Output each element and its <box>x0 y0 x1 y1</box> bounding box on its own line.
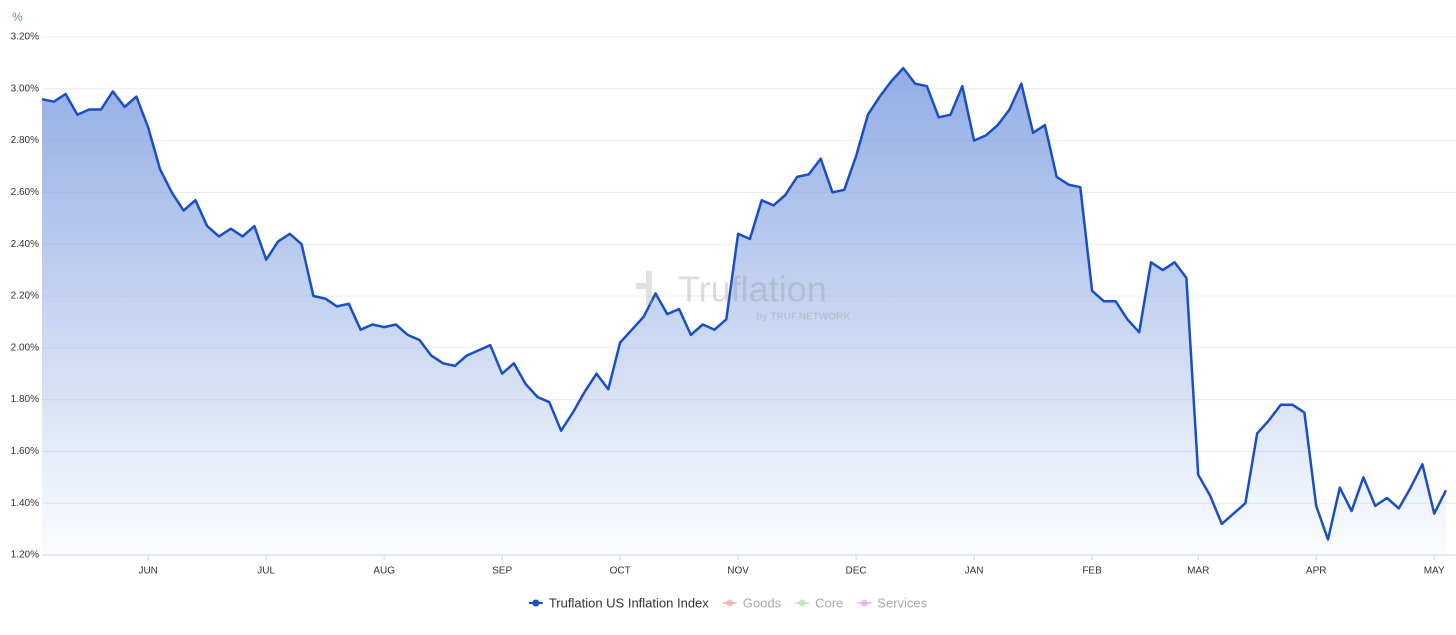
legend: Truflation US Inflation Index Goods Core Se… <box>528 595 928 610</box>
watermark-name: Truflation <box>678 269 827 310</box>
legend-label: Goods <box>743 595 782 610</box>
watermark: Truflation by TRUF.NETWORK <box>636 269 851 323</box>
y-tick-label: 1.20% <box>11 550 39 561</box>
x-tick-label: SEP <box>492 566 512 577</box>
line <box>41 66 1448 541</box>
x-tick-label: OCT <box>610 566 631 577</box>
x-tick-label: JAN <box>965 566 984 577</box>
x-tick-label: AUG <box>373 566 395 577</box>
y-tick-label: 2.00% <box>11 342 39 353</box>
x-tick-label: APR <box>1306 566 1327 577</box>
y-tick-label: 2.60% <box>11 187 39 198</box>
legend-label: Core <box>815 595 843 610</box>
x-tick-label: JUN <box>138 566 157 577</box>
watermark-sub: by TRUF.NETWORK <box>756 312 851 323</box>
watermark-logo <box>636 271 652 305</box>
y-tick-label: 2.80% <box>11 135 39 146</box>
x-tick-label: MAR <box>1187 566 1209 577</box>
y-tick-label: 1.40% <box>11 498 39 509</box>
y-unit: % <box>12 10 23 24</box>
legend-item[interactable]: Goods <box>722 595 782 610</box>
x-tick-label: MAY <box>1424 566 1445 577</box>
legend-swatch <box>532 599 540 607</box>
legend-swatch <box>860 599 868 607</box>
legend-swatch <box>798 599 806 607</box>
legend-label: Truflation US Inflation Index <box>549 595 709 610</box>
y-tick-label: 2.20% <box>11 291 39 302</box>
legend-item[interactable]: Core <box>795 595 843 610</box>
x-tick-label: DEC <box>846 566 867 577</box>
legend-label: Services <box>877 595 927 610</box>
y-tick-label: 1.60% <box>11 446 39 457</box>
y-tick-label: 1.80% <box>11 394 39 405</box>
x-tick-label: FEB <box>1082 566 1102 577</box>
x-tick-label: NOV <box>727 566 749 577</box>
y-tick-label: 2.40% <box>11 239 39 250</box>
x-tick-label: JUL <box>257 566 275 577</box>
y-tick-label: 3.00% <box>11 83 39 94</box>
legend-swatch <box>726 599 734 607</box>
area <box>42 68 1446 555</box>
legend-item[interactable]: Truflation US Inflation Index <box>528 595 709 610</box>
legend-item[interactable]: Services <box>857 595 928 610</box>
y-tick-label: 3.20% <box>11 32 39 43</box>
